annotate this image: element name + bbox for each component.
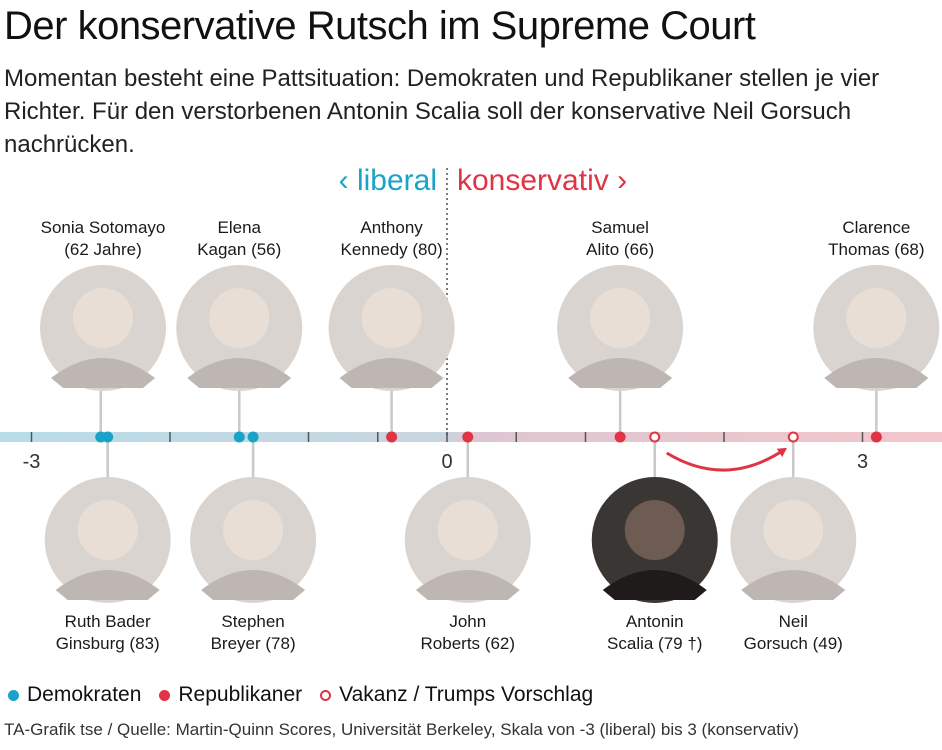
chart-title: Der konservative Rutsch im Supreme Court	[4, 4, 756, 48]
age-label-clarence-thomas-68: Thomas (68)	[828, 240, 924, 259]
dot-neil-gorsuch-49	[787, 431, 799, 443]
replacement-arrow	[665, 447, 787, 472]
portrait-antonin-scalia-79	[591, 477, 718, 603]
portrait-head	[624, 500, 685, 560]
name-label-elena-kagan-56: Elena	[218, 218, 262, 237]
name-label-neil-gorsuch-49: Neil	[779, 612, 808, 631]
portrait-john-roberts-62	[404, 477, 531, 603]
legend-item-vacancy: Vakanz / Trumps Vorschlag	[320, 682, 593, 708]
legend-item-republicans: Republikaner	[159, 682, 302, 708]
portrait-head	[763, 500, 824, 560]
conservative-label: konservativ ›	[457, 164, 627, 197]
name-label-anthony-kennedy-80: Anthony	[360, 218, 423, 237]
age-label-ruth-bader-ginsburg-83: Ginsburg (83)	[56, 634, 160, 653]
tick-label: 0	[441, 451, 452, 473]
portrait-head	[590, 288, 651, 348]
portrait-shoulders	[602, 570, 707, 600]
name-label-sonia-sotomayo-62-jahre: Sonia Sotomayo	[41, 218, 166, 237]
age-label-antonin-scalia-79: Scalia (79 †)	[607, 634, 702, 653]
portrait-head	[77, 500, 138, 560]
legend-dot-republicans	[159, 689, 171, 701]
portrait-stephen-breyer-78	[190, 477, 317, 603]
portrait-shoulders	[51, 358, 155, 388]
name-label-clarence-thomas-68: Clarence	[842, 218, 910, 237]
portrait-shoulders	[55, 570, 160, 600]
portrait-sonia-sotomayo-62-jahre	[40, 265, 166, 391]
name-label-samuel-alito-66: Samuel	[591, 218, 649, 237]
portrait-head	[437, 500, 498, 560]
dot-elena-kagan-56	[233, 431, 245, 443]
legend-label-vacancy: Vakanz / Trumps Vorschlag	[339, 683, 594, 706]
chart-subtitle: Momentan besteht eine Pattsituation: Dem…	[4, 65, 880, 158]
portrait-shoulders	[339, 358, 444, 388]
portrait-shoulders	[824, 358, 929, 388]
name-label-antonin-scalia-79: Antonin	[626, 612, 684, 631]
portrait-head	[223, 500, 284, 560]
portrait-elena-kagan-56	[176, 265, 303, 391]
portrait-clarence-thomas-68	[813, 265, 940, 391]
portrait-shoulders	[568, 358, 673, 388]
portrait-ruth-bader-ginsburg-83	[44, 477, 171, 603]
dot-samuel-alito-66	[614, 431, 626, 443]
age-label-samuel-alito-66: Alito (66)	[586, 240, 654, 259]
legend: Demokraten Republikaner Vakanz / Trumps …	[8, 682, 611, 708]
tick-label: 3	[857, 451, 868, 473]
portrait-anthony-kennedy-80	[328, 265, 455, 391]
name-label-john-roberts-62: John	[449, 612, 486, 631]
age-label-stephen-breyer-78: Breyer (78)	[211, 634, 296, 653]
dot-ruth-bader-ginsburg-83	[102, 431, 114, 443]
portrait-head	[846, 288, 907, 348]
age-label-sonia-sotomayo-62-jahre: (62 Jahre)	[64, 240, 141, 259]
legend-label-democrats: Demokraten	[27, 683, 142, 706]
portrait-head	[209, 288, 270, 348]
legend-dot-democrats	[8, 689, 19, 701]
legend-label-republicans: Republikaner	[178, 683, 303, 706]
portrait-head	[361, 288, 422, 348]
dot-antonin-scalia-79	[649, 431, 661, 443]
tick-label: -3	[23, 451, 41, 473]
portrait-samuel-alito-66	[557, 265, 684, 391]
dot-stephen-breyer-78	[247, 431, 259, 443]
age-label-neil-gorsuch-49: Gorsuch (49)	[744, 634, 843, 653]
age-label-elena-kagan-56: Kagan (56)	[197, 240, 281, 259]
portrait-head	[73, 288, 133, 348]
legend-dot-vacancy	[320, 689, 332, 701]
portrait-neil-gorsuch-49	[730, 477, 857, 603]
liberal-label: ‹ liberal	[339, 164, 437, 197]
dot-john-roberts-62	[462, 431, 474, 443]
age-label-john-roberts-62: Roberts (62)	[421, 634, 515, 653]
portrait-shoulders	[201, 570, 306, 600]
source-note: TA-Grafik tse / Quelle: Martin-Quinn Sco…	[4, 720, 799, 739]
name-label-ruth-bader-ginsburg-83: Ruth Bader	[65, 612, 151, 631]
dot-anthony-kennedy-80	[386, 431, 398, 443]
dot-clarence-thomas-68	[870, 431, 882, 443]
portrait-shoulders	[415, 570, 520, 600]
name-label-stephen-breyer-78: Stephen	[221, 612, 284, 631]
legend-item-democrats: Demokraten	[8, 682, 141, 708]
portrait-shoulders	[741, 570, 846, 600]
age-label-anthony-kennedy-80: Kennedy (80)	[341, 240, 443, 259]
portrait-shoulders	[187, 358, 292, 388]
